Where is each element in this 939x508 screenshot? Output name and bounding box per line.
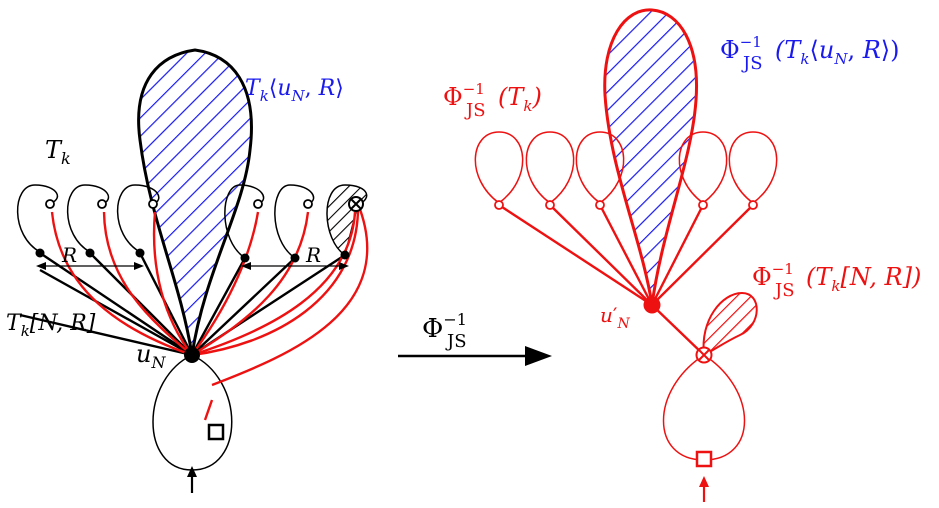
right-petal-4 (678, 131, 728, 204)
left-bottom-arrow (187, 466, 197, 493)
left-root-loop (152, 354, 233, 471)
left-petal-4 (224, 184, 265, 259)
left-root-label: uN (136, 340, 166, 372)
right-crossed-node (695, 346, 713, 364)
right-tkn-label: Φ−1 JS (Tk[N, R]) (752, 260, 921, 301)
right-root-node (643, 296, 661, 314)
left-tkn-label: Tk[N, R] (6, 311, 96, 340)
left-tk-label: Tk (45, 136, 71, 168)
right-tk-label: Φ−1 JS (Tk) (443, 80, 542, 121)
left-petal-1 (16, 184, 59, 253)
right-edges (498, 203, 754, 356)
left-petal-3 (116, 184, 160, 253)
right-open-nodes (494, 200, 758, 210)
left-filled-nodes (35, 248, 350, 263)
right-petal-2 (525, 131, 575, 204)
left-region-label: Tk⟨uN, R⟩ (245, 76, 344, 105)
right-tree: Φ−1 JS (Tk) Φ−1 JS (Tk⟨uN, R⟩) Φ−1 JS (Tk[N, R… (443, 8, 921, 502)
left-square-marker (207, 423, 225, 441)
left-crossed-node (348, 196, 364, 212)
left-r-arrows (36, 262, 349, 270)
right-petal-3 (575, 131, 625, 204)
left-petal-5 (274, 184, 315, 259)
left-black-edges (19, 252, 346, 357)
left-r-label-2: R (305, 243, 321, 267)
left-petals (16, 184, 315, 259)
left-red-edges (50, 203, 369, 421)
left-tree: Tk Tk⟨uN, R⟩ R R Tk[N, R] uN (6, 48, 369, 493)
right-petal-1 (474, 131, 524, 204)
left-open-nodes (45, 199, 313, 209)
right-region-label: Φ−1 JS (Tk⟨uN, R⟩) (720, 33, 900, 74)
left-root-node (184, 347, 200, 363)
left-r-label-1: R (61, 243, 77, 267)
bijection-arrow-label: Φ−1 JS (422, 310, 467, 352)
right-square-marker (695, 450, 713, 468)
right-petals (474, 131, 778, 204)
right-root-label: u′N (600, 303, 630, 332)
right-red-hatched-region (702, 291, 758, 357)
right-root-loop (662, 354, 746, 461)
bijection-arrow: Φ−1 JS (398, 310, 552, 366)
right-petal-5 (728, 131, 778, 204)
left-petal-2 (66, 184, 110, 253)
right-blue-region (603, 8, 699, 306)
right-bottom-arrow (699, 476, 709, 502)
left-blue-region (137, 48, 253, 356)
